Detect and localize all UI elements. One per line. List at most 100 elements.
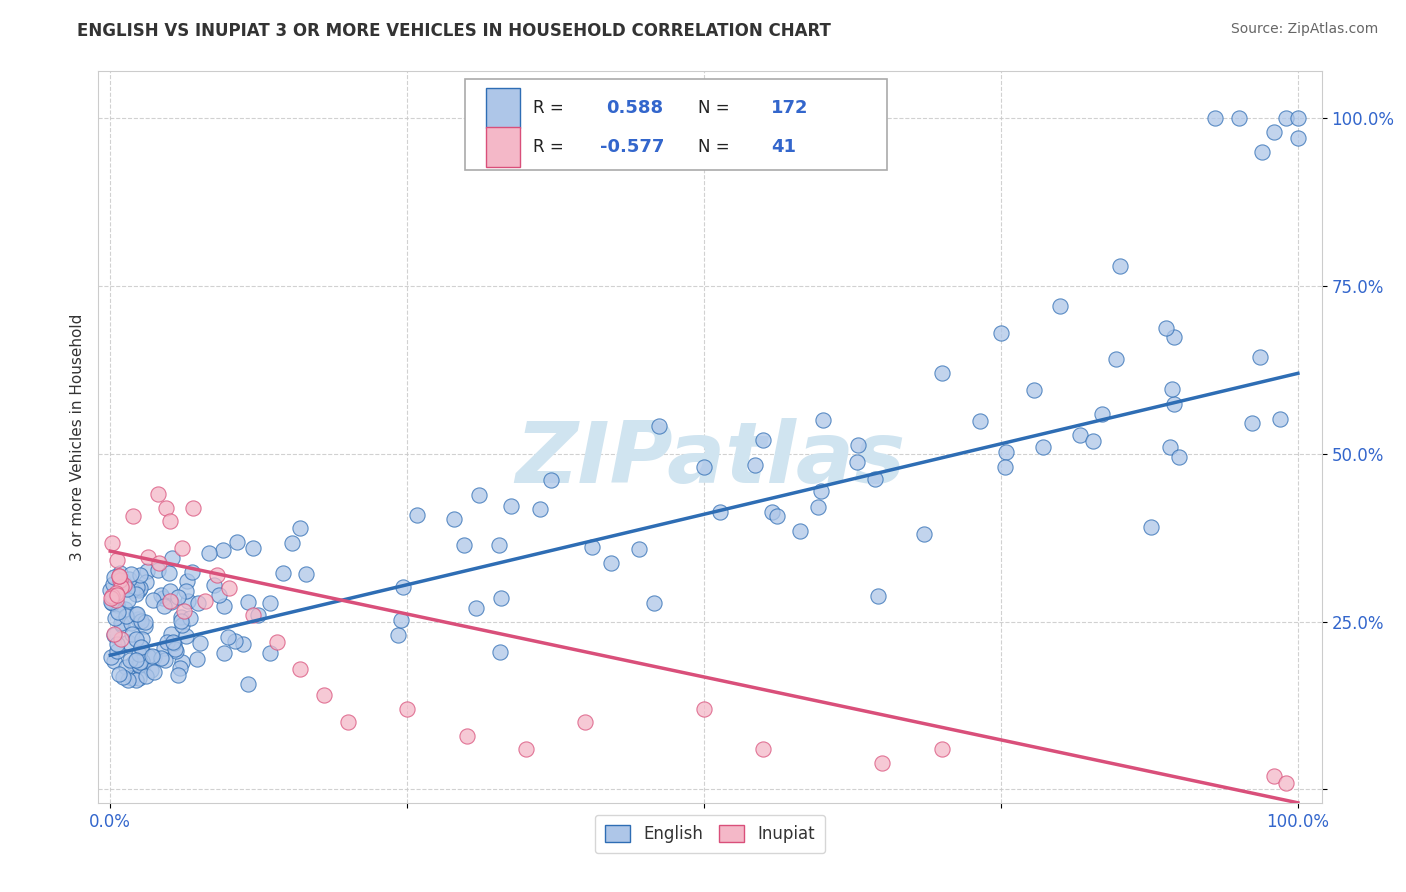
- Point: [111, 574, 134, 589]
- Point: [108, 566, 131, 580]
- Point: [183, 500, 205, 515]
- Point: [125, 580, 148, 594]
- Point: [846, 438, 869, 452]
- Point: [170, 618, 193, 632]
- Point: [136, 549, 159, 564]
- Point: [159, 627, 181, 641]
- Bar: [486, 87, 520, 128]
- Point: [211, 542, 233, 557]
- Text: ZIPatlas: ZIPatlas: [515, 417, 905, 500]
- Point: [761, 505, 783, 519]
- Point: [105, 643, 128, 657]
- Point: [100, 595, 122, 609]
- Point: [599, 556, 621, 570]
- Point: [105, 598, 128, 612]
- Point: [117, 673, 139, 688]
- Point: [1249, 350, 1271, 364]
- Point: [188, 636, 211, 650]
- Point: [160, 551, 183, 566]
- Point: [98, 582, 121, 597]
- Point: [1275, 775, 1298, 789]
- Point: [108, 573, 131, 587]
- Point: [1105, 351, 1128, 366]
- Point: [574, 715, 596, 730]
- Point: [396, 702, 419, 716]
- Point: [218, 581, 240, 595]
- Point: [108, 568, 131, 582]
- Point: [515, 742, 537, 756]
- Point: [146, 562, 169, 576]
- Point: [170, 614, 193, 628]
- Point: [129, 581, 152, 595]
- Point: [101, 596, 124, 610]
- Point: [153, 640, 176, 655]
- Point: [134, 619, 156, 633]
- Point: [163, 641, 186, 656]
- Point: [110, 615, 132, 630]
- Point: [124, 607, 146, 622]
- Point: [1032, 441, 1054, 455]
- Point: [170, 610, 193, 624]
- Point: [392, 580, 415, 594]
- Point: [870, 756, 893, 770]
- Point: [105, 588, 128, 602]
- Point: [104, 586, 127, 600]
- Point: [1227, 112, 1250, 126]
- Point: [312, 689, 335, 703]
- Point: [693, 702, 716, 716]
- Point: [103, 628, 125, 642]
- Point: [453, 538, 475, 552]
- Point: [468, 488, 491, 502]
- Point: [146, 487, 169, 501]
- Point: [159, 583, 181, 598]
- Point: [163, 636, 186, 650]
- Point: [129, 614, 152, 628]
- Point: [752, 742, 775, 756]
- Point: [128, 568, 150, 582]
- Point: [1091, 407, 1114, 421]
- Point: [1263, 125, 1285, 139]
- Text: ENGLISH VS INUPIAT 3 OR MORE VEHICLES IN HOUSEHOLD CORRELATION CHART: ENGLISH VS INUPIAT 3 OR MORE VEHICLES IN…: [77, 22, 831, 40]
- Point: [1140, 519, 1163, 533]
- Point: [112, 670, 135, 684]
- Point: [581, 540, 603, 554]
- Point: [134, 615, 156, 629]
- Point: [131, 632, 153, 647]
- Point: [121, 583, 143, 598]
- Point: [912, 527, 935, 541]
- Point: [169, 661, 191, 675]
- Point: [160, 595, 183, 609]
- Point: [643, 596, 665, 610]
- Point: [1161, 382, 1184, 396]
- Point: [120, 615, 142, 630]
- Point: [117, 635, 139, 649]
- Point: [811, 413, 834, 427]
- Point: [103, 627, 125, 641]
- Point: [117, 592, 139, 607]
- Point: [280, 536, 302, 550]
- Bar: [486, 127, 520, 167]
- Point: [259, 646, 281, 660]
- Point: [709, 504, 731, 518]
- Point: [242, 541, 264, 556]
- Point: [136, 648, 159, 663]
- Point: [100, 589, 122, 603]
- Point: [236, 595, 259, 609]
- Point: [295, 567, 318, 582]
- Point: [134, 575, 156, 590]
- Point: [150, 588, 173, 602]
- Point: [121, 627, 143, 641]
- Point: [141, 648, 163, 663]
- Point: [226, 534, 249, 549]
- Point: [142, 665, 165, 679]
- Point: [627, 542, 650, 557]
- Text: -0.577: -0.577: [600, 137, 664, 156]
- Point: [489, 591, 512, 605]
- Point: [114, 608, 136, 623]
- Point: [202, 578, 225, 592]
- Point: [128, 655, 150, 669]
- Point: [167, 668, 190, 682]
- Point: [125, 673, 148, 687]
- Point: [122, 656, 145, 670]
- Point: [1069, 427, 1091, 442]
